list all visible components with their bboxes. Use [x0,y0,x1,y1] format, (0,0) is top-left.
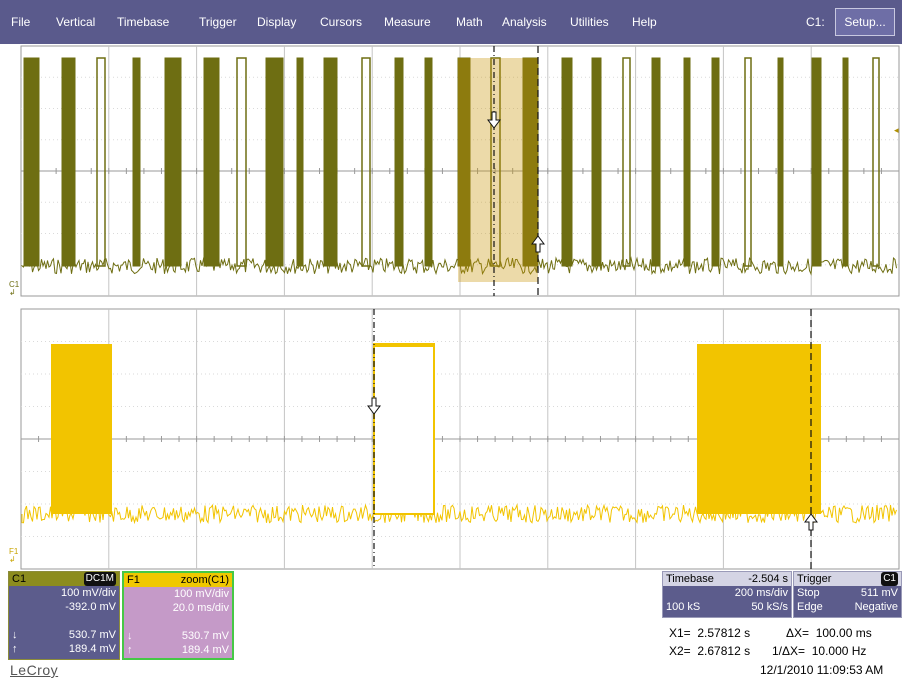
f1-cursor-low: 530.7 mV [181,630,229,642]
f1-cursor-high: 189.4 mV [181,644,229,656]
menu-bar: File Vertical Timebase Trigger Display C… [0,0,902,44]
menu-file[interactable]: File [11,15,31,29]
f1-trace-marker: F1 ↲ [9,547,19,564]
f1-cursors[interactable] [367,309,818,569]
menu-trigger[interactable]: Trigger [199,15,237,29]
c1-offset: -392.0 mV [65,601,116,613]
cursor-inv-dx-readout: 1/ΔX= 10.000 Hz [772,644,867,658]
timebase-box[interactable]: Timebase -2.504 s 200 ms/div 100 kS 50 kS/… [662,571,792,618]
trigger-label: Trigger [797,573,832,585]
c1-pulse-burst [394,57,404,267]
menu-cursors[interactable]: Cursors [320,15,363,29]
c1-pulse-burst [872,57,880,267]
timebase-rate: 50 kS/s [751,601,788,613]
scope-display[interactable] [0,44,902,570]
timebase-label: Timebase [666,573,714,585]
menu-display[interactable]: Display [257,15,297,29]
cursor-x1-top-arrow [487,111,501,129]
c1-descriptor-box[interactable]: C1 DC1M 100 mV/div -392.0 mV ↓ 530.7 mV ↑ 1… [8,571,120,660]
c1-name: C1 [12,573,27,585]
c1-pulse-burst [591,57,602,267]
cursor-x1-bottom-arrow [367,397,381,415]
c1-trace-marker: C1 ↲ [9,280,20,297]
f1-pulse-burst [51,344,112,514]
menu-analysis[interactable]: Analysis [502,15,547,29]
trigger-level-marker: ◂ [894,125,899,135]
f1-tdiv: 20.0 ms/div [172,602,229,614]
menu-timebase[interactable]: Timebase [117,15,170,29]
c1-pulse-burst [265,57,284,267]
c1-cursor-low: 530.7 mV [68,629,116,641]
timebase-tdiv: 200 ms/div [734,587,788,599]
f1-trace [21,343,897,525]
c1-pulse-burst [236,57,247,267]
c1-vdiv: 100 mV/div [60,587,116,599]
c1-pulse-burst [622,57,631,267]
cursor-x1-readout: X1= 2.57812 s [669,626,751,640]
cursor-x2-bottom-arrow [804,513,818,531]
f1-vdiv: 100 mV/div [173,588,229,600]
cursor-high-icon: ↑ [12,643,18,655]
f1-descriptor-box[interactable]: F1 zoom(C1) 100 mV/div 20.0 ms/div ↓ 530.7… [122,571,234,660]
menu-math[interactable]: Math [456,15,483,29]
c1-pulse-burst [96,57,106,267]
menu-help[interactable]: Help [632,15,657,29]
f1-noise-baseline [21,503,897,525]
menu-measure[interactable]: Measure [384,15,431,29]
c1-pulse-burst [164,57,182,267]
timebase-samples: 100 kS [666,601,701,613]
timestamp: 12/1/2010 11:09:53 AM [760,663,884,677]
cursor-dx-readout: ΔX= 100.00 ms [786,626,872,640]
f1-function: zoom(C1) [180,574,229,586]
coupling-badge: DC1M [83,572,116,586]
c1-pulse-burst [651,57,661,267]
c1-pulse-burst [132,57,141,267]
menu-vertical[interactable]: Vertical [56,15,96,29]
timebase-delay: -2.504 s [748,573,788,585]
c1-pulse-burst [811,57,822,267]
c1-pulse-burst [361,57,371,267]
c1-pulse-burst [424,57,433,267]
c1-pulse-burst [842,57,849,267]
c1-cursor-highlight [458,58,538,282]
cursor-low-icon: ↓ [12,629,18,641]
c1-pulse-burst [323,57,338,267]
c1-pulse-burst [744,57,752,267]
f1-pulse-burst [373,343,435,515]
cursor-x2-readout: X2= 2.67812 s [669,644,751,658]
c1-pulse-burst [777,57,784,267]
trigger-type: Edge [797,601,823,613]
f1-pulse-burst [697,344,821,514]
trigger-slope: Negative [854,601,898,613]
c1-pulse-burst [23,57,40,267]
channel-label: C1: [806,15,825,29]
c1-pulse-burst [711,57,720,267]
cursor-low-icon: ↓ [127,630,133,642]
c1-cursor-high: 189.4 mV [68,643,116,655]
c1-pulse-burst [296,57,304,267]
c1-cursors[interactable] [487,46,545,296]
menu-utilities[interactable]: Utilities [570,15,609,29]
cursor-high-icon: ↑ [127,644,133,656]
trigger-channel-badge: C1 [881,572,898,586]
c1-pulse-burst [683,57,691,267]
cursor-x2-top-arrow [531,235,545,253]
f1-name: F1 [127,574,140,586]
trigger-box[interactable]: Trigger C1 Stop 511 mV Edge Negative [793,571,902,618]
c1-pulse-burst [61,57,76,267]
c1-pulse-burst [490,57,501,267]
trigger-level: 511 mV [860,587,898,599]
trigger-mode: Stop [797,587,820,599]
c1-pulse-burst [457,57,471,267]
setup-button[interactable]: Setup... [835,8,895,36]
lecroy-logo: LeCroy [10,662,59,678]
c1-pulse-burst [561,57,573,267]
c1-pulse-burst [203,57,220,267]
c1-trace [21,57,897,282]
